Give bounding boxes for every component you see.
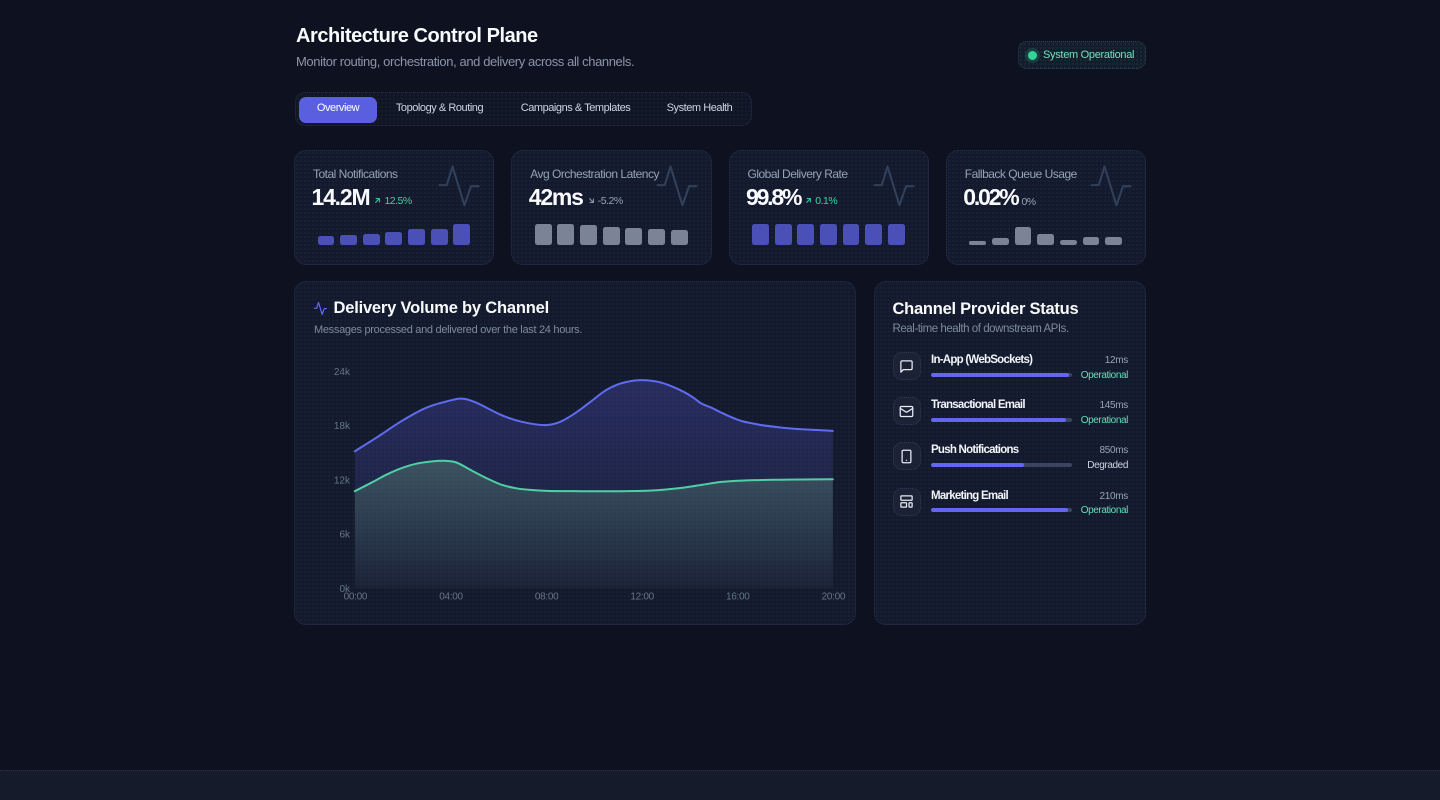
svg-text:00:00: 00:00	[344, 592, 368, 603]
svg-text:12k: 12k	[334, 476, 351, 487]
svg-text:16:00: 16:00	[726, 592, 750, 603]
svg-text:12:00: 12:00	[630, 592, 654, 603]
svg-text:18k: 18k	[334, 421, 351, 432]
svg-text:6k: 6k	[339, 530, 351, 541]
svg-text:0k: 0k	[339, 584, 351, 595]
svg-text:24k: 24k	[334, 367, 351, 378]
svg-text:04:00: 04:00	[439, 592, 463, 603]
svg-text:08:00: 08:00	[535, 592, 559, 603]
svg-text:20:00: 20:00	[822, 592, 846, 603]
